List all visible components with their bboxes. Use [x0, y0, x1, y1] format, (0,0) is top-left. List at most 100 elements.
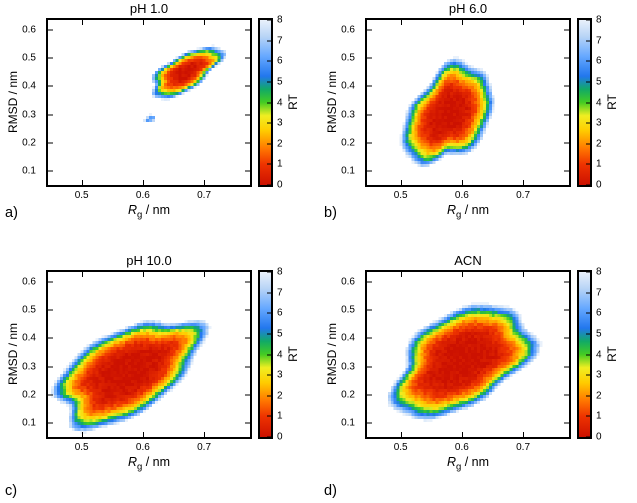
colorbar-tick-mark [586, 184, 590, 186]
colorbar [258, 270, 273, 439]
y-tick-label: 0.1 [341, 165, 355, 177]
colorbar-tick-mark [267, 40, 271, 42]
x-tick-label: 0.6 [454, 190, 469, 201]
panel-title: ACN [454, 253, 482, 268]
colorbar-tick-mark [267, 415, 271, 417]
x-axis-label-unit: / nm [142, 455, 171, 469]
y-tick-label: 0.4 [341, 332, 355, 344]
x-tick-mark [523, 180, 525, 185]
y-tick-mark [367, 337, 372, 339]
y-tick-label: 0.3 [22, 109, 36, 120]
colorbar-gradient [260, 272, 271, 437]
colorbar-tick-mark [267, 102, 271, 103]
y-tick-mark [48, 142, 53, 144]
y-tick-label: 0.3 [341, 109, 355, 120]
y-tick-mark [564, 57, 569, 59]
colorbar-tick-mark [267, 271, 271, 273]
heatmap-plot [46, 18, 252, 187]
colorbar-tick-mark [267, 292, 271, 294]
y-tick-label: 0.2 [341, 137, 355, 149]
y-tick-labels: 0.1 0.2 0.3 0.4 0.5 0.6 [319, 20, 361, 185]
colorbar-tick-mark [586, 415, 590, 417]
x-tick-mark [142, 432, 144, 437]
y-tick-label: 0.6 [22, 24, 36, 36]
x-axis-label-unit: / nm [142, 203, 171, 217]
x-tick-label: 0.6 [135, 442, 150, 453]
y-tick-mark [48, 394, 53, 396]
colorbar-tick-label: 6 [277, 55, 283, 67]
colorbar-tick-label: 1 [596, 410, 602, 422]
x-tick-label: 0.5 [74, 190, 89, 201]
panel-title: pH 6.0 [448, 1, 488, 16]
y-tick-mark [245, 142, 250, 144]
y-tick-mark [564, 170, 569, 172]
heatmap-canvas [367, 272, 569, 437]
colorbar-tick-label: 0 [277, 179, 283, 191]
colorbar-tick-mark [267, 143, 271, 145]
y-tick-mark [48, 29, 53, 31]
y-tick-labels: 0.1 0.2 0.3 0.4 0.5 0.6 [319, 272, 361, 437]
colorbar-tick-label: 7 [596, 287, 602, 299]
y-tick-mark [48, 337, 53, 339]
colorbar-tick-label: 7 [596, 35, 602, 47]
colorbar-tick-mark [586, 122, 590, 124]
x-tick-mark [142, 20, 144, 25]
x-tick-label: 0.5 [393, 442, 408, 453]
colorbar [258, 18, 273, 187]
colorbar-label: RT [605, 94, 619, 110]
colorbar-tick-label: 2 [277, 138, 283, 150]
colorbar-tick-mark [267, 184, 271, 186]
colorbar-gradient [579, 272, 590, 437]
y-tick-labels: 0.1 0.2 0.3 0.4 0.5 0.6 [0, 20, 42, 185]
colorbar-tick-mark [586, 333, 590, 335]
colorbar-tick-label: 5 [277, 76, 283, 88]
colorbar-tick-labels: 0 1 2 3 4 5 6 7 8 [596, 15, 612, 191]
x-axis-label-unit: / nm [461, 203, 490, 217]
x-tick-label: 0.5 [393, 190, 408, 201]
y-tick-mark [367, 422, 372, 424]
colorbar-tick-label: 2 [596, 138, 602, 150]
y-tick-mark [367, 142, 372, 144]
x-tick-mark [142, 180, 144, 185]
panel-letter: a) [5, 205, 18, 221]
x-axis-label-subscript: g [455, 209, 462, 221]
heatmap-plot [365, 270, 571, 439]
y-tick-mark [245, 422, 250, 424]
x-tick-label: 0.7 [516, 190, 531, 201]
panel-ph-6: pH 6.0 RMSD / nm 0.1 0.2 0.3 0.4 0.5 0.6 0.5 0… [319, 0, 637, 225]
colorbar-tick-labels: 0 1 2 3 4 5 6 7 8 [277, 267, 293, 443]
colorbar-tick-mark [586, 163, 590, 165]
colorbar-tick-label: 1 [596, 158, 602, 170]
colorbar-tick-label: 4 [277, 349, 283, 360]
colorbar-tick-label: 3 [277, 369, 283, 381]
y-tick-label: 0.5 [341, 304, 355, 316]
colorbar-tick-label: 2 [277, 390, 283, 402]
colorbar-tick-mark [586, 436, 590, 438]
y-tick-mark [48, 57, 53, 59]
y-tick-mark [48, 85, 53, 87]
colorbar-tick-labels: 0 1 2 3 4 5 6 7 8 [596, 267, 612, 443]
colorbar-tick-mark [586, 312, 590, 314]
colorbar-tick-mark [586, 374, 590, 376]
colorbar-tick-mark [586, 19, 590, 21]
y-tick-label: 0.3 [341, 361, 355, 372]
x-tick-label: 0.6 [135, 190, 150, 201]
y-tick-mark [245, 29, 250, 31]
heatmap-canvas [48, 20, 250, 185]
y-tick-mark [48, 309, 53, 311]
heatmap-canvas [48, 272, 250, 437]
y-tick-label: 0.2 [22, 137, 36, 149]
colorbar-label: RT [286, 94, 300, 110]
x-tick-labels: 0.5 0.6 0.7 [48, 190, 250, 202]
y-tick-mark [245, 114, 250, 115]
colorbar-tick-mark [586, 271, 590, 273]
y-tick-label: 0.1 [22, 417, 36, 429]
y-tick-mark [564, 366, 569, 367]
panel-title: pH 10.0 [126, 253, 172, 268]
y-tick-mark [245, 309, 250, 311]
colorbar-tick-mark [267, 60, 271, 62]
colorbar-tick-mark [586, 60, 590, 62]
heatmap-plot [365, 18, 571, 187]
x-axis-label-unit: / nm [461, 455, 490, 469]
